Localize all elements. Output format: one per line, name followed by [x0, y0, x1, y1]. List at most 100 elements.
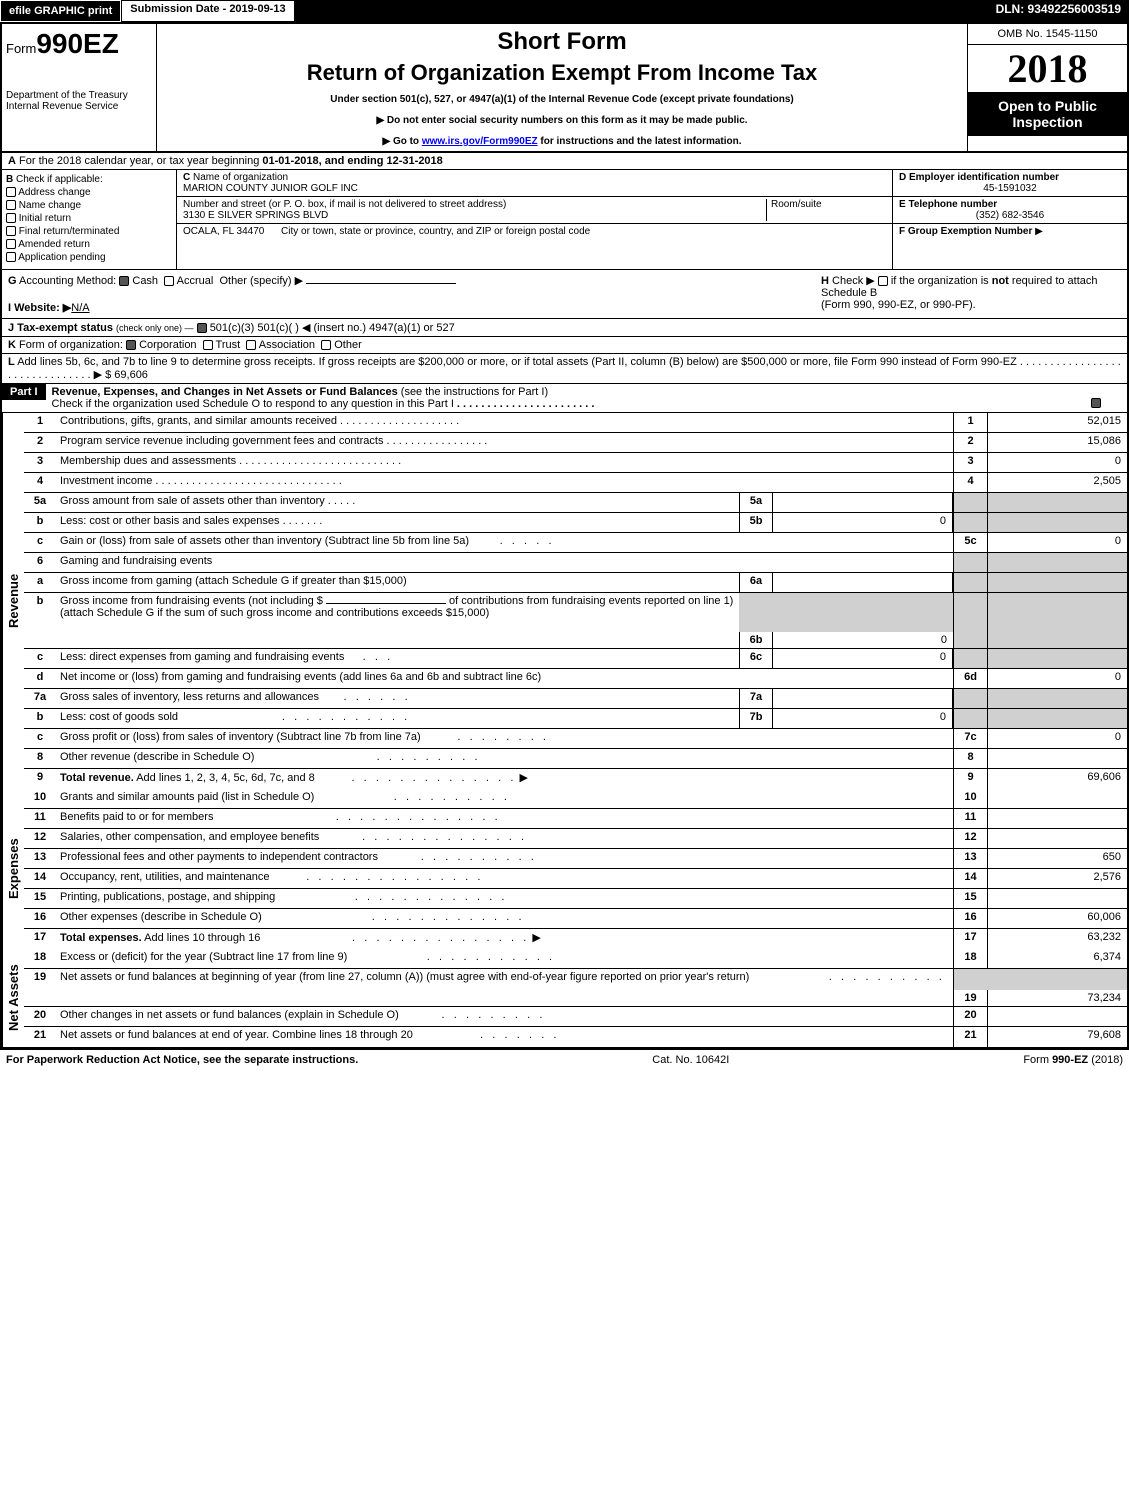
chk-name-change[interactable] — [6, 200, 16, 210]
line-9-val: 69,606 — [987, 769, 1127, 789]
line-11-rno: 11 — [953, 809, 987, 828]
line-6b-mno: 6b — [739, 632, 773, 648]
chk-initial-return[interactable] — [6, 213, 16, 223]
col-def: D Employer identification number 45-1591… — [892, 170, 1127, 269]
line-7a: 7aGross sales of inventory, less returns… — [24, 689, 1127, 709]
chk-accrual[interactable] — [164, 276, 174, 286]
line-16-desc: Other expenses (describe in Schedule O) — [60, 911, 262, 923]
line-19-desc: Net assets or fund balances at beginning… — [60, 971, 749, 983]
form-prefix: Form — [6, 41, 36, 56]
chk-cash[interactable] — [119, 276, 129, 286]
line-6b-rval-shade — [987, 593, 1127, 648]
line-19: 19 Net assets or fund balances at beginni… — [24, 969, 1127, 1007]
line-20-desc: Other changes in net assets or fund bala… — [60, 1009, 399, 1021]
line-12-rno: 12 — [953, 829, 987, 848]
label-l: L — [8, 356, 15, 368]
chk-corporation[interactable] — [126, 340, 136, 350]
line-13-val: 650 — [987, 849, 1127, 868]
line-6a-rno-shade — [953, 573, 987, 592]
chk-other-org[interactable] — [321, 340, 331, 350]
line-9-desc2: Add lines 1, 2, 3, 4, 5c, 6d, 7c, and 8 — [134, 772, 315, 784]
line-2-no: 2 — [24, 433, 56, 452]
row-a-mid: , and ending — [319, 155, 387, 167]
phone-value: (352) 682-3546 — [899, 210, 1121, 221]
line-17-desc2: Add lines 10 through 16 — [142, 932, 261, 944]
line-2-rno: 2 — [953, 433, 987, 452]
footer-form-no: 990-EZ — [1052, 1054, 1088, 1066]
instr2-pre: ▶ Go to — [382, 136, 421, 147]
line-19-rno: 19 — [953, 990, 987, 1006]
line-17-rno: 17 — [953, 929, 987, 949]
line-5b-rno-shade — [953, 513, 987, 532]
line-4-val: 2,505 — [987, 473, 1127, 492]
line-20-val — [987, 1007, 1127, 1026]
line-17-val: 63,232 — [987, 929, 1127, 949]
ein-label: D Employer identification number — [899, 172, 1059, 183]
line-5b-mno: 5b — [739, 513, 773, 532]
name-of-org-label: Name of organization — [193, 172, 288, 183]
line-5c-rno: 5c — [953, 533, 987, 552]
line-12: 12Salaries, other compensation, and empl… — [24, 829, 1127, 849]
line-8: 8Other revenue (describe in Schedule O) … — [24, 749, 1127, 769]
line-13-rno: 13 — [953, 849, 987, 868]
org-name: MARION COUNTY JUNIOR GOLF INC — [183, 183, 358, 194]
line-14-desc: Occupancy, rent, utilities, and maintena… — [60, 871, 270, 883]
subtitle: Under section 501(c), 527, or 4947(a)(1)… — [161, 94, 963, 105]
line-18: 18Excess or (deficit) for the year (Subt… — [24, 949, 1127, 969]
line-7a-rval-shade — [987, 689, 1127, 708]
efile-print-button[interactable]: efile GRAPHIC print — [0, 0, 121, 22]
chk-association[interactable] — [246, 340, 256, 350]
h-check-label: Check ▶ — [832, 275, 875, 287]
line-21-val: 79,608 — [987, 1027, 1127, 1047]
form-number: Form990EZ — [6, 28, 152, 60]
line-16-rno: 16 — [953, 909, 987, 928]
line-5a-mval — [773, 493, 953, 512]
line-7c-val: 0 — [987, 729, 1127, 748]
line-9: 9Total revenue. Add lines 1, 2, 3, 4, 5c… — [24, 769, 1127, 789]
line-9-desc: Total revenue. — [60, 772, 134, 784]
line-6b-blank — [326, 603, 446, 604]
chk-trust[interactable] — [203, 340, 213, 350]
line-7a-mval — [773, 689, 953, 708]
line-5a-desc: Gross amount from sale of assets other t… — [60, 495, 325, 507]
line-5b-mval: 0 — [773, 513, 953, 532]
website-value: N/A — [71, 302, 89, 314]
dept-irs: Internal Revenue Service — [6, 101, 152, 112]
line-6-rval-shade — [987, 553, 1127, 572]
line-1-val: 52,015 — [987, 413, 1127, 432]
chk-final-return[interactable] — [6, 226, 16, 236]
irs-link[interactable]: www.irs.gov/Form990EZ — [422, 136, 538, 147]
chk-schedule-b[interactable] — [878, 276, 888, 286]
line-6c-no: c — [24, 649, 56, 668]
chk-application-pending[interactable] — [6, 252, 16, 262]
chk-501c3[interactable] — [197, 323, 207, 333]
line-16-val: 60,006 — [987, 909, 1127, 928]
line-10-val — [987, 789, 1127, 808]
line-6c: cLess: direct expenses from gaming and f… — [24, 649, 1127, 669]
catalog-number: Cat. No. 10642I — [652, 1054, 729, 1066]
tax-year-begin: 01-01-2018 — [262, 155, 318, 167]
line-7b-desc: Less: cost of goods sold — [60, 711, 178, 723]
line-3-val: 0 — [987, 453, 1127, 472]
chk-amended-return[interactable] — [6, 239, 16, 249]
line-1-no: 1 — [24, 413, 56, 432]
chk-address-change[interactable] — [6, 187, 16, 197]
line-8-no: 8 — [24, 749, 56, 768]
line-6a-no: a — [24, 573, 56, 592]
line-17-desc: Total expenses. — [60, 932, 142, 944]
line-10: 10Grants and similar amounts paid (list … — [24, 789, 1127, 809]
revenue-side-label: Revenue — [2, 413, 24, 789]
line-2-desc: Program service revenue including govern… — [60, 435, 383, 447]
line-19-val: 73,234 — [987, 990, 1127, 1006]
line-14-rno: 14 — [953, 869, 987, 888]
line-14-val: 2,576 — [987, 869, 1127, 888]
chk-schedule-o-part1[interactable] — [1091, 398, 1101, 408]
line-5b-rval-shade — [987, 513, 1127, 532]
line-7b: bLess: cost of goods sold . . . . . . . … — [24, 709, 1127, 729]
line-6d-desc: Net income or (loss) from gaming and fun… — [56, 669, 953, 688]
line-6d-rno: 6d — [953, 669, 987, 688]
line-7c-desc: Gross profit or (loss) from sales of inv… — [60, 731, 421, 743]
line-2-val: 15,086 — [987, 433, 1127, 452]
label-g: G — [8, 275, 17, 287]
line-7c-rno: 7c — [953, 729, 987, 748]
